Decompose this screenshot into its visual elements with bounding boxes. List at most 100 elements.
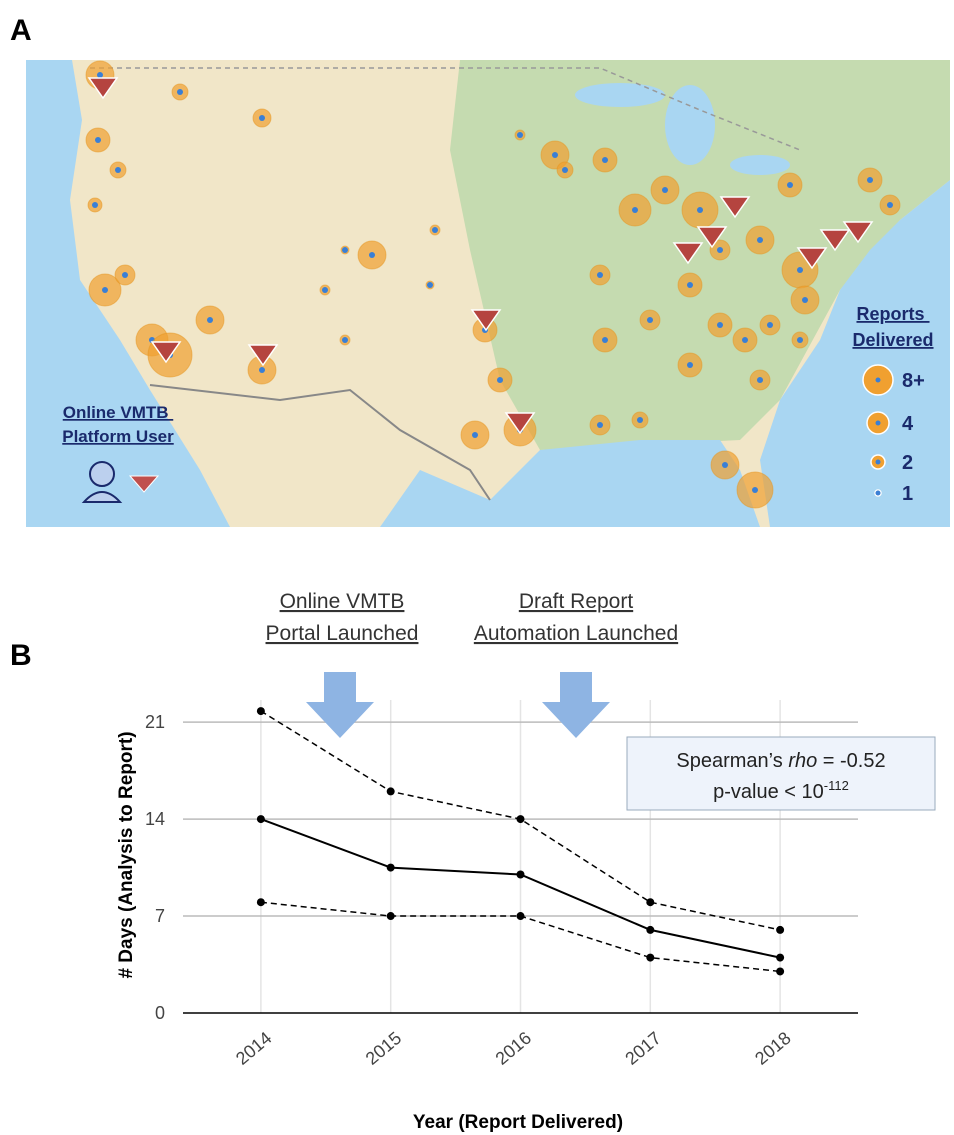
- map-site-dot: [97, 72, 103, 78]
- annotation-arrow: [542, 672, 610, 738]
- size-legend-title-line: Delivered: [852, 330, 933, 350]
- user-legend-line: Online VMTB: [63, 403, 169, 422]
- map-site-dot: [92, 202, 98, 208]
- point: [776, 954, 784, 962]
- size-legend-dot: [876, 421, 881, 426]
- map-site-dot: [427, 282, 433, 288]
- user-icon: [90, 462, 114, 486]
- map-site-dot: [742, 337, 748, 343]
- panel-label: A: [10, 14, 32, 47]
- map-site-dot: [637, 417, 643, 423]
- annotation-line: Automation Launched: [474, 622, 678, 645]
- map-site-dot: [517, 132, 523, 138]
- stats-part: p-value < 10: [713, 781, 824, 803]
- map-site-dot: [797, 337, 803, 343]
- x-tick-label: 2015: [362, 1028, 406, 1069]
- map-site-dot: [342, 337, 348, 343]
- map-site-dot: [602, 157, 608, 163]
- map-site-dot: [562, 167, 568, 173]
- x-tick-label: 2016: [492, 1028, 536, 1069]
- point: [257, 898, 265, 906]
- annotation-line: Draft Report: [519, 590, 634, 613]
- size-legend-dot: [876, 491, 881, 496]
- x-tick-label: 2014: [232, 1028, 276, 1069]
- panel-label: B: [10, 639, 32, 672]
- point: [776, 967, 784, 975]
- annotation: Draft Report Automation Launched: [474, 590, 678, 645]
- point: [387, 912, 395, 920]
- point: [257, 815, 265, 823]
- map-site-dot: [757, 237, 763, 243]
- y-axis-title: # Days (Analysis to Report): [116, 731, 137, 978]
- map-site-dot: [647, 317, 653, 323]
- size-legend-label: 4: [902, 413, 914, 435]
- point: [387, 864, 395, 872]
- stats-exponent: -112: [824, 778, 849, 793]
- map-site-dot: [602, 337, 608, 343]
- map-site-dot: [259, 367, 265, 373]
- map-site-dot: [722, 462, 728, 468]
- map-site-dot: [717, 322, 723, 328]
- point: [517, 912, 525, 920]
- annotation-arrow: [306, 672, 374, 738]
- map-site-dot: [717, 247, 723, 253]
- annotation-line: Online VMTB: [280, 590, 405, 613]
- stats-part: rho: [788, 750, 817, 772]
- y-tick-label: 14: [145, 809, 165, 829]
- map-site-dot: [552, 152, 558, 158]
- map-site-dot: [787, 182, 793, 188]
- map-site-dot: [497, 377, 503, 383]
- point: [517, 871, 525, 879]
- point: [387, 787, 395, 795]
- figure: A Online VMTB Platform User Reports Deli…: [0, 0, 954, 1135]
- y-tick-label: 7: [155, 906, 165, 926]
- map-site-dot: [757, 377, 763, 383]
- map-site-dot: [259, 115, 265, 121]
- map-site-dot: [115, 167, 121, 173]
- map-site-dot: [177, 89, 183, 95]
- x-tick-label: 2017: [621, 1028, 665, 1069]
- x-tick-label: 2018: [751, 1028, 795, 1069]
- size-legend-label: 1: [902, 483, 913, 505]
- stats-line: Spearman’s rho = -0.52: [676, 750, 885, 772]
- size-legend-title-line: Reports: [856, 304, 924, 324]
- map-site-dot: [322, 287, 328, 293]
- map-site-dot: [697, 207, 703, 213]
- user-legend-line: Platform User: [62, 427, 174, 446]
- size-legend-dot: [876, 460, 881, 465]
- stats-part: = -0.52: [817, 750, 885, 772]
- map-site-dot: [102, 287, 108, 293]
- map-site-dot: [207, 317, 213, 323]
- annotation: Online VMTB Portal Launched: [266, 590, 419, 645]
- point: [646, 926, 654, 934]
- size-legend-label: 2: [902, 452, 913, 474]
- size-legend-dot: [876, 378, 881, 383]
- map-site-dot: [632, 207, 638, 213]
- map-site-dot: [369, 252, 375, 258]
- map-site-dot: [597, 272, 603, 278]
- point: [646, 898, 654, 906]
- map-site-dot: [867, 177, 873, 183]
- annotation-line: Portal Launched: [266, 622, 419, 645]
- map-site-dot: [767, 322, 773, 328]
- point: [776, 926, 784, 934]
- stats-part: Spearman’s: [676, 750, 788, 772]
- x-axis-title: Year (Report Delivered): [413, 1112, 623, 1133]
- point: [646, 954, 654, 962]
- map-site-dot: [887, 202, 893, 208]
- map-lake: [575, 83, 665, 107]
- map-site-dot: [342, 247, 348, 253]
- map-site-dot: [752, 487, 758, 493]
- map-site-dot: [662, 187, 668, 193]
- y-tick-label: 0: [155, 1003, 165, 1023]
- map-site-dot: [687, 282, 693, 288]
- map-site-dot: [597, 422, 603, 428]
- map-site-dot: [472, 432, 478, 438]
- map-site-dot: [432, 227, 438, 233]
- map-site-dot: [687, 362, 693, 368]
- map-site-dot: [797, 267, 803, 273]
- map-site-dot: [95, 137, 101, 143]
- map-lake: [730, 155, 790, 175]
- map-site-dot: [122, 272, 128, 278]
